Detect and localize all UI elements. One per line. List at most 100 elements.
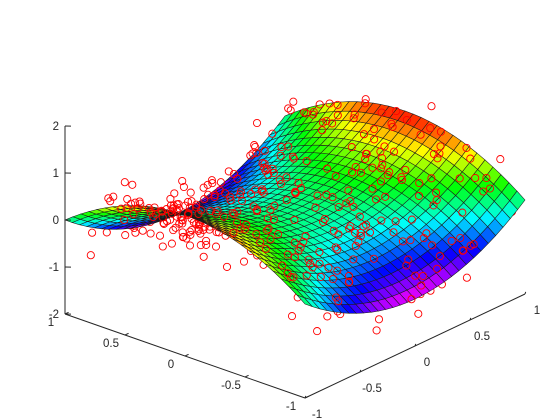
scatter-point	[378, 160, 387, 169]
z-tick-label: 2	[53, 121, 59, 133]
scatter-point	[371, 195, 381, 204]
y-tick-label: -0.5	[221, 380, 241, 392]
scatter-point	[355, 212, 364, 221]
scatter-point	[261, 244, 270, 253]
fitted-surface	[64, 101, 526, 314]
scatter-point	[129, 209, 138, 219]
z-tick-label: 0	[53, 215, 59, 227]
scatter-point	[349, 114, 358, 123]
scatter-point	[418, 271, 428, 280]
scatter-point	[313, 327, 322, 336]
scatter-point	[320, 214, 329, 224]
scatter-point	[377, 216, 386, 225]
scatter-point	[334, 297, 343, 306]
scatter-point	[270, 201, 279, 210]
scatter-point	[184, 210, 193, 220]
scatter-point	[323, 164, 332, 173]
scatter-point	[269, 215, 279, 224]
scatter-point	[356, 168, 366, 177]
scatter-point	[128, 180, 137, 189]
scatter-point	[233, 218, 242, 227]
scatter-point	[263, 226, 272, 235]
scatter-point	[196, 229, 205, 238]
scatter-point	[369, 125, 379, 134]
scatter-point	[333, 111, 342, 120]
scatter-point	[311, 203, 320, 212]
scatter-point	[328, 193, 337, 202]
scatter-point	[248, 149, 257, 158]
scatter-point	[485, 184, 495, 193]
scatter-point	[123, 195, 132, 204]
scatter-point	[404, 255, 413, 264]
scatter-point	[456, 233, 465, 243]
scatter-point	[466, 154, 475, 163]
scatter-point	[323, 312, 332, 321]
scatter-point	[333, 100, 342, 109]
scatter-point	[264, 170, 273, 179]
scatter-point	[277, 142, 286, 152]
scatter-point	[203, 180, 212, 189]
y-tick-label: 0.5	[103, 338, 119, 350]
scatter-point	[135, 197, 144, 206]
x-tick-mark	[414, 343, 417, 347]
scatter-point	[411, 271, 420, 280]
scatter-point	[435, 252, 444, 261]
scatter-point	[376, 147, 385, 156]
scatter-point	[157, 206, 166, 215]
scatter-point	[269, 168, 278, 177]
scatter-point	[361, 154, 370, 164]
scatter-point	[186, 188, 195, 197]
scatter-point	[414, 191, 424, 200]
scatter-point	[318, 126, 327, 135]
scatter-point	[350, 110, 359, 119]
scatter-point	[369, 254, 378, 263]
scatter-point	[178, 176, 187, 186]
surface-patch	[509, 190, 526, 210]
scatter-point	[302, 156, 311, 166]
scatter-point	[346, 222, 355, 231]
scatter-point	[167, 209, 176, 218]
scatter-point	[228, 208, 237, 218]
z-tick-label: -1	[49, 262, 59, 274]
scatter-point	[387, 119, 396, 128]
scatter-point	[356, 228, 365, 237]
scatter-point	[414, 309, 423, 318]
scatter-point	[389, 147, 399, 156]
scatter-point	[252, 118, 262, 128]
scatter-point	[275, 175, 284, 184]
x-tick-label: 0.5	[474, 331, 490, 343]
scatter-point	[299, 237, 308, 246]
scatter-point	[283, 250, 292, 259]
scatter-point	[365, 228, 375, 237]
y-tick-mark	[304, 395, 309, 399]
scatter-point	[289, 154, 298, 163]
scatter-point	[294, 178, 303, 187]
scatter-point	[284, 104, 293, 113]
y-tick-mark	[124, 332, 129, 336]
scatter-point	[402, 115, 411, 125]
scatter-point	[197, 206, 206, 215]
scatter-point	[211, 242, 221, 251]
scatter-point	[479, 187, 488, 196]
scatter-point	[429, 149, 438, 159]
scatter-point	[290, 253, 299, 262]
scatter-point	[274, 230, 283, 239]
scatter-point	[304, 255, 313, 264]
scatter-point	[347, 143, 356, 152]
scatter-point	[383, 170, 392, 180]
scatter-point	[356, 231, 365, 240]
scatter-point	[276, 151, 285, 160]
scatter-point	[376, 164, 386, 173]
scatter-point	[297, 183, 306, 193]
scatter-point	[334, 230, 343, 239]
scatter-point	[120, 178, 129, 187]
scatter-point	[159, 219, 169, 228]
scatter-point	[302, 271, 311, 280]
y-tick-mark	[184, 353, 189, 357]
scatter-point	[462, 273, 471, 282]
scatter-point	[469, 240, 478, 249]
scatter-point	[377, 108, 386, 117]
scatter-point	[216, 178, 225, 187]
